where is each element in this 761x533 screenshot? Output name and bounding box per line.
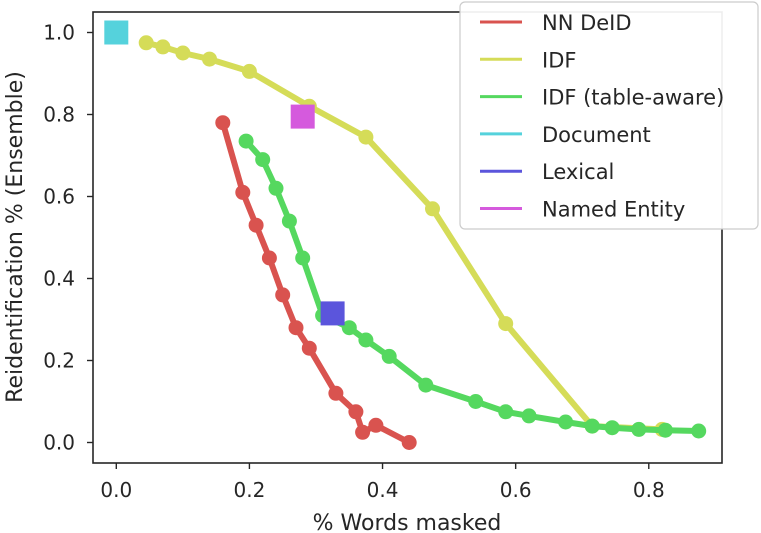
y-tick-label: 1.0 <box>43 21 75 45</box>
data-point-nn-deid <box>401 435 417 450</box>
data-point-nn-deid <box>348 404 364 420</box>
data-point-nn-deid <box>248 217 264 233</box>
series-line-nn-deid <box>219 119 413 446</box>
data-point-idf-table-aware <box>238 133 254 149</box>
legend: NN DeID IDF IDF (table-aware) Document Lexic… <box>459 1 759 230</box>
legend-label-idf: IDF <box>542 48 576 72</box>
x-tick-label: 0.8 <box>633 478 665 502</box>
marker-named-entity <box>290 104 315 129</box>
legend-item-document: Document <box>480 123 651 147</box>
data-point-idf-table-aware <box>268 180 284 196</box>
y-tick-label: 0.0 <box>43 431 75 455</box>
marker-document <box>104 20 129 45</box>
x-axis-label: % Words masked <box>313 511 502 533</box>
data-point-nn-deid <box>275 287 291 303</box>
data-point-idf-table-aware <box>631 421 647 437</box>
marker-lexical <box>320 301 345 326</box>
y-tick-label: 0.2 <box>43 349 75 373</box>
legend-item-nn-deid: NN DeID <box>480 11 632 35</box>
data-point-idf-table-aware <box>498 404 514 420</box>
data-point-idf <box>138 35 154 51</box>
data-point-idf-table-aware <box>281 213 297 229</box>
data-point-idf <box>155 39 171 55</box>
legend-label-lexical: Lexical <box>542 160 614 184</box>
data-point-idf-table-aware <box>358 332 374 348</box>
data-point-idf <box>498 316 514 332</box>
data-point-idf-table-aware <box>255 152 271 168</box>
legend-box <box>459 1 759 230</box>
legend-label-nn-deid: NN DeID <box>542 11 632 35</box>
plot-frame <box>92 11 723 464</box>
series-layer <box>104 20 707 450</box>
data-point-idf <box>241 63 257 79</box>
data-point-idf-table-aware <box>468 394 484 409</box>
data-point-idf <box>202 51 217 67</box>
series-document <box>104 20 129 45</box>
legend-item-idf: IDF <box>480 48 576 72</box>
x-tick-label: 0.2 <box>234 478 266 502</box>
data-point-idf-table-aware <box>691 423 707 439</box>
data-point-idf <box>175 45 191 61</box>
legend-label-named-entity: Named Entity <box>542 198 685 222</box>
legend-item-named-entity: Named Entity <box>480 198 685 222</box>
y-axis-label: Reidentification % (Ensemble) <box>3 71 28 403</box>
data-point-nn-deid <box>328 385 344 401</box>
series-lexical <box>320 301 345 326</box>
data-point-idf-table-aware <box>584 418 600 434</box>
legend-label-document: Document <box>542 123 651 147</box>
series-nn-deid <box>215 115 417 450</box>
data-point-idf-table-aware <box>418 377 434 393</box>
data-point-idf-table-aware <box>657 422 673 438</box>
data-point-idf-table-aware <box>341 320 357 336</box>
data-point-nn-deid <box>235 184 251 200</box>
data-point-nn-deid <box>355 424 371 440</box>
legend-item-idf-table-aware: IDF (table-aware) <box>480 86 724 110</box>
legend-label-idf-table-aware: IDF (table-aware) <box>542 86 724 110</box>
data-point-nn-deid <box>261 250 277 266</box>
series-named-entity <box>290 104 315 129</box>
data-point-nn-deid <box>215 115 231 131</box>
data-point-idf-table-aware <box>381 348 397 364</box>
y-tick-label: 0.4 <box>43 267 75 291</box>
data-point-idf-table-aware <box>295 250 311 266</box>
y-tick-label: 0.8 <box>43 103 75 127</box>
x-tick-label: 0.0 <box>100 478 132 502</box>
x-tick-label: 0.6 <box>500 478 532 502</box>
data-point-idf <box>425 201 440 217</box>
ticks-layer: 0.0 0.2 0.4 0.6 0.8 0.0 0.2 0.4 0.6 0.8 1.0 <box>43 21 665 503</box>
x-tick-label: 0.4 <box>367 478 399 502</box>
y-tick-label: 0.6 <box>43 185 75 209</box>
data-point-nn-deid <box>301 340 317 356</box>
data-point-nn-deid <box>368 417 384 433</box>
data-point-idf-table-aware <box>558 414 574 430</box>
data-point-idf <box>358 129 374 145</box>
data-point-nn-deid <box>288 320 304 336</box>
data-point-idf-table-aware <box>521 408 537 424</box>
legend-item-lexical: Lexical <box>480 160 614 184</box>
data-point-idf-table-aware <box>604 420 620 436</box>
